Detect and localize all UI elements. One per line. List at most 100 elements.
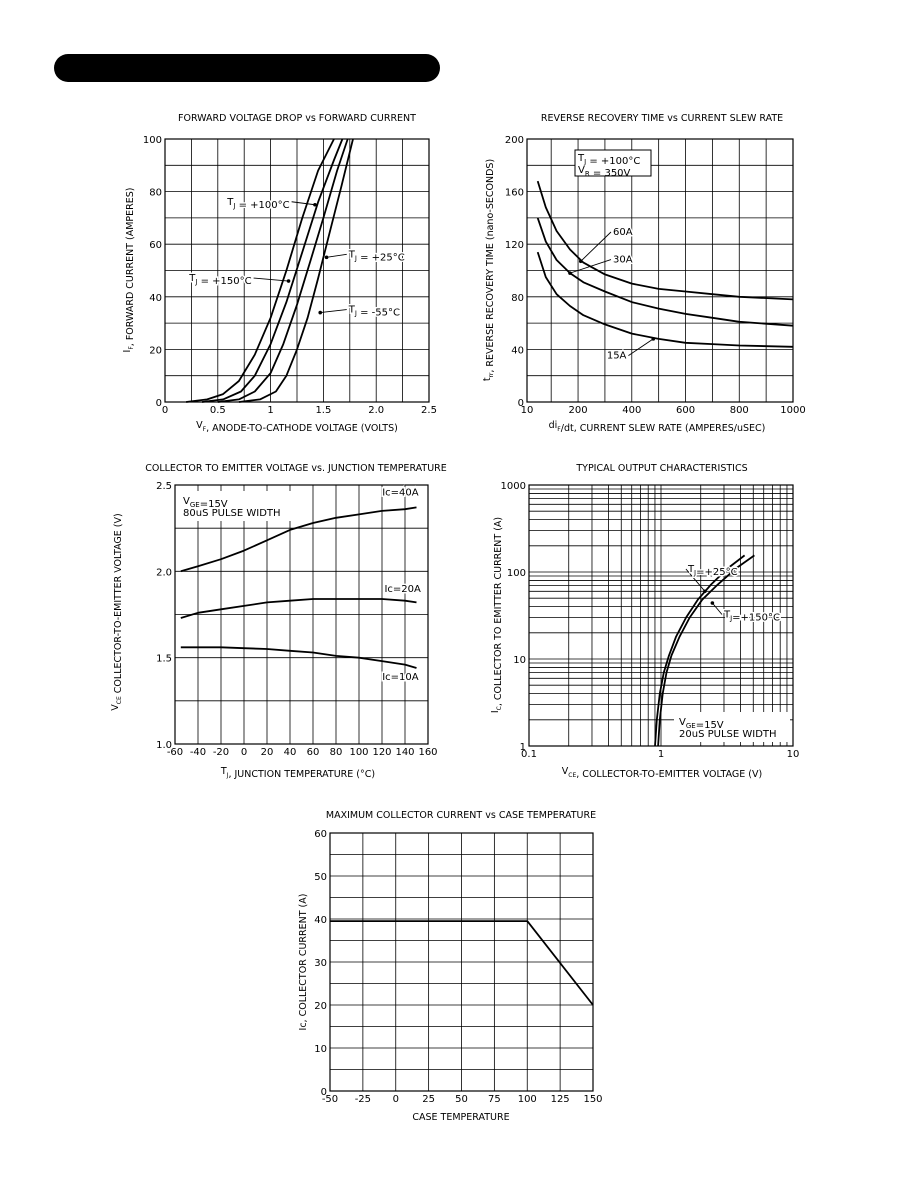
- series-annotation: 15A: [607, 351, 627, 362]
- y-tick-label: 50: [314, 872, 327, 883]
- x-tick-label: 25: [422, 1094, 435, 1105]
- y-tick-label: 60: [314, 829, 327, 840]
- series-line: [536, 180, 794, 301]
- condition-text: 20uS PULSE WIDTH: [679, 729, 777, 740]
- condition-text: VGE=15V: [679, 717, 724, 731]
- chart-trr: 10 200 400 600 800 1000 0 40 80 120 160 200 REVERSE …: [482, 113, 806, 434]
- x-tick-label: -25: [355, 1094, 371, 1105]
- grid-out: [528, 485, 793, 747]
- leader-line: [320, 309, 347, 314]
- chart-title: COLLECTOR TO EMITTER VOLTAGE vs. JUNCTIO…: [145, 463, 447, 474]
- leader-line: [628, 338, 654, 356]
- series-annotation: TJ=+150°C: [723, 609, 780, 623]
- series-annotation: TJ = -55°C: [348, 305, 400, 319]
- leader-line: [253, 277, 289, 282]
- series-annotation: Ic=10A: [382, 672, 419, 683]
- x-tick-label: 1: [267, 405, 273, 416]
- y-tick-label: 20: [149, 345, 162, 356]
- x-tick-label: 40: [284, 747, 297, 758]
- x-tick-label: 2.5: [421, 405, 437, 416]
- series-line: [654, 554, 746, 747]
- chart-title: REVERSE RECOVERY TIME vs CURRENT SLEW RA…: [541, 113, 783, 124]
- x-tick-label: -40: [190, 747, 206, 758]
- series-annotation: 30A: [613, 255, 633, 266]
- x-tick-label: 1.5: [315, 405, 331, 416]
- y-tick-label: 10: [513, 655, 526, 666]
- series-annotation: TJ = +100°C: [226, 197, 289, 211]
- x-tick-label: 100: [518, 1094, 537, 1105]
- x-tick-label: 125: [551, 1094, 570, 1105]
- y-tick-label: 100: [143, 135, 162, 146]
- plot-frame: [174, 484, 429, 745]
- y-tick-label: 0: [156, 398, 162, 409]
- condition-text: VR = 350V: [578, 165, 631, 179]
- leader-line: [580, 231, 612, 262]
- x-tick-label: 60: [307, 747, 320, 758]
- x-tick-label: 1: [658, 749, 664, 760]
- x-axis-label: VF, ANODE-TO-CATHODE VOLTAGE (VOLTS): [196, 420, 398, 434]
- grid-max: [330, 833, 593, 1091]
- grid-vce: [175, 485, 428, 744]
- x-tick-label: -60: [167, 747, 183, 758]
- series-line: [180, 598, 417, 619]
- y-tick-label: 1000: [501, 481, 526, 492]
- y-tick-label: 2.0: [156, 567, 172, 578]
- condition-box: [178, 491, 296, 521]
- x-tick-label: 1000: [780, 405, 805, 416]
- series-line: [536, 251, 794, 348]
- x-tick-label: 400: [622, 405, 641, 416]
- leader-arrowhead: [578, 259, 583, 264]
- x-tick-label: 120: [372, 747, 391, 758]
- leader-arrowhead: [324, 255, 329, 260]
- y-tick-label: 80: [511, 293, 524, 304]
- leader-line: [291, 201, 316, 206]
- x-axis-label: diF/dt, CURRENT SLEW RATE (AMPERES/uSEC): [549, 420, 766, 434]
- series-line: [180, 646, 417, 669]
- plot-frame: [528, 484, 794, 747]
- x-tick-label: 0: [393, 1094, 399, 1105]
- y-tick-label: 100: [507, 568, 526, 579]
- x-tick-label: 0: [241, 747, 247, 758]
- leader-line: [685, 568, 706, 592]
- y-tick-label: 60: [149, 240, 162, 251]
- leader-line: [712, 602, 723, 615]
- y-axis-label: IF, FORWARD CURRENT (AMPERES): [122, 188, 136, 353]
- y-tick-label: 1.0: [156, 740, 172, 751]
- y-axis-label: VCE COLLECTOR-TO-EMITTER VOLTAGE (V): [110, 513, 124, 710]
- series-annotation: TJ = +150°C: [188, 273, 251, 287]
- condition-text: VGE=15V: [183, 496, 228, 510]
- series-line: [536, 217, 794, 327]
- chart-vce: -60 -40 -20 0 20 40 60 80 100 120 140 160 1.0 1.5 2.0 2…: [110, 463, 447, 780]
- x-axis-label: CASE TEMPERATURE: [412, 1112, 509, 1123]
- x-tick-label: 10: [787, 749, 800, 760]
- series-line: [330, 920, 594, 1006]
- series-annotation: Ic=40A: [382, 487, 419, 498]
- x-tick-label: 0: [162, 405, 168, 416]
- x-tick-label: 200: [569, 405, 588, 416]
- condition-text: 80uS PULSE WIDTH: [183, 508, 281, 519]
- x-tick-label: 150: [583, 1094, 602, 1105]
- condition-box: [574, 149, 652, 177]
- y-tick-label: 20: [314, 1001, 327, 1012]
- y-tick-label: 2.5: [156, 481, 172, 492]
- y-tick-label: 1: [520, 742, 526, 753]
- plot-frame: [526, 138, 794, 403]
- x-tick-label: 75: [488, 1094, 501, 1105]
- y-axis-label: IC, COLLECTOR TO EMITTER CURRENT (A): [490, 517, 504, 713]
- series-annotation: TJ=+25°C: [687, 564, 738, 578]
- x-tick-label: 2.0: [368, 405, 384, 416]
- series-annotation: 60A: [613, 227, 633, 238]
- y-tick-label: 10: [314, 1044, 327, 1055]
- series-line: [180, 506, 417, 573]
- series-line: [201, 138, 344, 403]
- y-tick-label: 40: [314, 915, 327, 926]
- y-tick-label: 30: [314, 958, 327, 969]
- x-axis-label: TJ, JUNCTION TEMPERATURE (°C): [220, 766, 375, 780]
- x-tick-label: 140: [395, 747, 414, 758]
- plot-frame: [164, 138, 430, 403]
- series-annotation: Ic=20A: [384, 584, 421, 595]
- leader-line: [326, 253, 347, 258]
- x-tick-label: 10: [521, 405, 534, 416]
- x-tick-label: 50: [455, 1094, 468, 1105]
